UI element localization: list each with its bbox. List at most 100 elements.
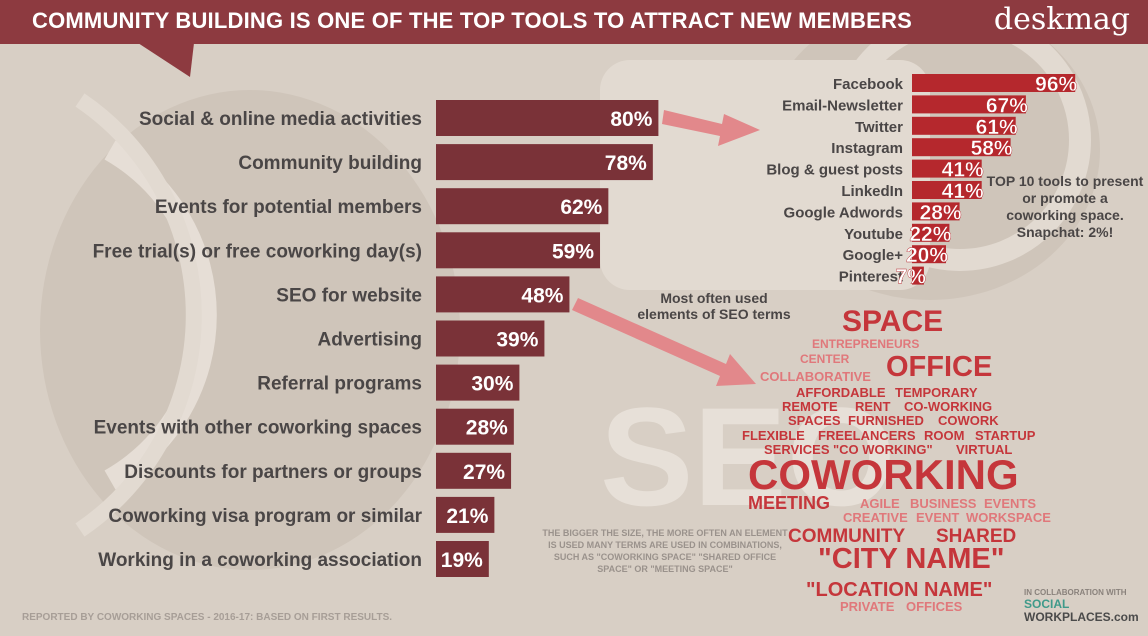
- word-cloud-legend: THE BIGGER THE SIZE, THE MORE OFTEN AN E…: [542, 528, 788, 574]
- cloud-word: COLLABORATIVE: [760, 369, 871, 384]
- cloud-word: CENTER: [800, 352, 850, 366]
- bar: [436, 276, 570, 313]
- cloud-word: COWORK: [938, 413, 999, 428]
- bar: [436, 541, 489, 577]
- cloud-word: FURNISHED: [848, 413, 924, 428]
- cloud-word: AGILE: [860, 496, 900, 511]
- cloud-word: AFFORDABLE: [796, 385, 886, 400]
- cloud-word: FREELANCERS: [818, 428, 916, 443]
- bar: [912, 202, 960, 221]
- bar: [436, 188, 609, 225]
- category-label: Google+: [843, 247, 904, 264]
- top10-note: TOP 10 tools to present or promote a cow…: [986, 173, 1144, 240]
- category-label: Facebook: [833, 76, 904, 93]
- bar: [436, 496, 495, 533]
- value-label: 80%: [610, 108, 652, 131]
- category-label: Email-Newsletter: [782, 97, 903, 114]
- category-label: Events with other coworking spaces: [94, 418, 422, 439]
- category-label: Referral programs: [257, 374, 422, 395]
- value-label: 39%: [496, 329, 538, 352]
- cloud-word: BUSINESS: [910, 496, 977, 511]
- category-label: LinkedIn: [841, 183, 903, 200]
- cloud-word: STARTUP: [975, 428, 1036, 443]
- cloud-word: "LOCATION NAME": [806, 579, 993, 601]
- source-note: REPORTED BY COWORKING SPACES - 2016-17: …: [22, 612, 393, 623]
- value-label: 20%: [906, 244, 948, 267]
- partner-domain: .com: [1110, 610, 1139, 624]
- cloud-word: ENTREPRENEURS: [812, 337, 920, 351]
- speech-bubble-tail: [138, 43, 194, 77]
- value-label: 48%: [521, 284, 563, 307]
- collaboration-label: IN COLLABORATION WITH: [1024, 588, 1127, 597]
- cloud-word: ROOM: [924, 428, 965, 443]
- svg-text:SEO: SEO: [600, 378, 896, 535]
- cloud-word: VIRTUAL: [956, 442, 1013, 457]
- cloud-word: EVENT: [916, 510, 960, 525]
- cloud-word: SHARED: [936, 526, 1017, 547]
- category-label: Advertising: [317, 330, 422, 351]
- arrow-to-social-chart: [662, 110, 760, 146]
- cloud-word: SPACES: [788, 413, 841, 428]
- cloud-word: MEETING: [748, 493, 831, 513]
- cloud-word: RENT: [855, 399, 891, 414]
- cloud-word: OFFICE: [886, 351, 993, 383]
- cloud-word: FLEXIBLE: [742, 428, 805, 443]
- cloud-word: CREATIVE: [843, 510, 908, 525]
- category-label: Community building: [238, 153, 422, 174]
- bar: [436, 100, 659, 136]
- cloud-word: COMMUNITY: [788, 526, 906, 547]
- bar: [436, 452, 512, 489]
- cloud-word: COWORKING: [748, 451, 1019, 498]
- value-label: 96%: [1035, 73, 1077, 96]
- category-label: Events for potential members: [155, 197, 422, 218]
- bar: [912, 245, 946, 264]
- partner-name-line1: SOCIAL: [1024, 597, 1070, 611]
- value-label: 28%: [920, 201, 962, 224]
- cloud-word: CO-WORKING: [904, 399, 993, 414]
- category-label: Working in a coworking association: [98, 550, 422, 571]
- bar: [912, 95, 1026, 114]
- category-label: SEO for website: [276, 285, 422, 306]
- bar: [436, 144, 653, 181]
- arrow-to-seo-cloud: [572, 298, 756, 386]
- cloud-word: OFFICES: [906, 599, 963, 614]
- bar: [436, 364, 520, 401]
- value-label: 21%: [446, 505, 488, 528]
- page-title: COMMUNITY BUILDING IS ONE OF THE TOP TOO…: [32, 8, 912, 33]
- value-label: 7%: [896, 266, 927, 289]
- bar: [912, 181, 982, 199]
- bar: [912, 138, 1011, 157]
- category-label: Instagram: [831, 140, 903, 157]
- value-label: 30%: [471, 373, 513, 396]
- seo-note: Most often used elements of SEO terms: [637, 290, 791, 322]
- value-label: 62%: [560, 196, 602, 219]
- category-label: Free trial(s) or free coworking day(s): [93, 241, 422, 262]
- bar: [912, 266, 924, 285]
- category-label: Coworking visa program or similar: [108, 506, 422, 527]
- value-label: 22%: [909, 223, 951, 246]
- bar: [912, 223, 950, 242]
- bar: [912, 74, 1076, 92]
- cloud-word: WORKSPACE: [966, 510, 1051, 525]
- category-label: Pinterest: [839, 269, 903, 286]
- category-label: Youtube: [844, 226, 903, 243]
- category-label: Twitter: [855, 119, 903, 136]
- value-label: 78%: [605, 152, 647, 175]
- category-label: Blog & guest posts: [766, 162, 903, 179]
- bar: [912, 116, 1016, 135]
- value-label: 58%: [971, 137, 1013, 160]
- category-label: Google Adwords: [784, 204, 903, 221]
- cloud-word: "CITY NAME": [818, 543, 1005, 575]
- cloud-word: SERVICES: [764, 442, 830, 457]
- brand-logo: deskmag: [993, 2, 1130, 37]
- bar: [436, 232, 601, 269]
- partner-logo: SOCIAL WORKPLACES.com: [1024, 598, 1139, 624]
- partner-name-line2: WORKPLACES: [1024, 610, 1111, 624]
- value-label: 19%: [441, 549, 483, 572]
- category-label: Discounts for partners or groups: [124, 462, 422, 483]
- cloud-word: REMOTE: [782, 399, 838, 414]
